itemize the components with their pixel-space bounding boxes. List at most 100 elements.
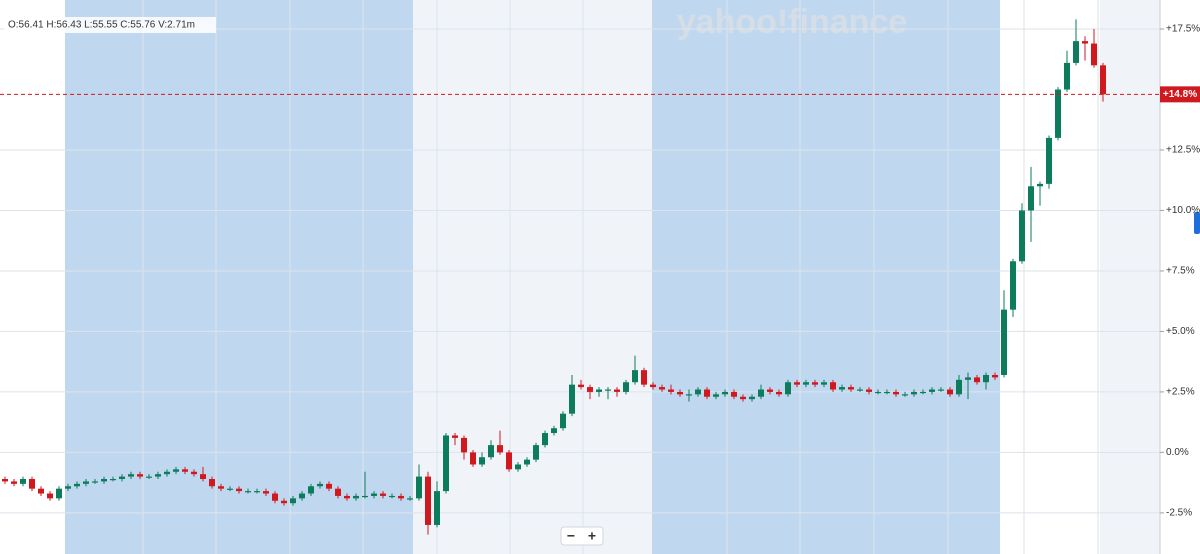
candles [2,19,1106,535]
candle-body [875,391,881,394]
candle-body [119,476,125,480]
candle-body [713,394,719,397]
candle-body [659,387,665,390]
candle-body [794,382,800,385]
y-tick-label: +7.5% [1166,266,1195,277]
candle-body [353,495,359,499]
y-tick-label: 0.0% [1166,447,1189,458]
candle-body [767,389,773,392]
candle-body [137,474,143,477]
candle-body [884,391,890,394]
candle-body [200,474,206,480]
candle-body [11,481,17,484]
session-band [65,0,413,554]
candle-body [722,391,728,395]
zoom-box [560,526,604,546]
candle-body [209,479,215,487]
candle-body [947,389,953,395]
candle-body [551,428,557,434]
candle-body [686,394,692,396]
candle-body [38,488,44,494]
candle-body [704,389,710,397]
candle-body [506,452,512,470]
candle-body [83,481,89,484]
zoom-in-button[interactable]: + [588,528,596,544]
candle-body [803,382,809,385]
session-band [1100,0,1160,554]
y-tick-label: -2.5% [1166,508,1192,519]
candle-body [227,488,233,490]
candle-body [812,382,818,385]
candle-body [1010,261,1016,310]
candle-body [272,493,278,501]
candle-body [389,495,395,498]
candle-body [857,389,863,391]
candle-body [695,389,701,395]
candle-body [749,396,755,400]
zoom-out-button[interactable]: − [567,528,575,544]
candle-body [101,479,107,482]
candle-body [47,493,53,499]
candle-body [830,382,836,390]
candle-body [677,391,683,395]
candle-body [731,391,737,397]
candle-body [929,389,935,392]
zoom-controls: − + [560,526,604,546]
candle-body [569,384,575,414]
candle-body [92,481,98,483]
candle-body [128,474,134,477]
ohlc-bg [4,17,216,33]
candle-body [263,491,269,494]
candle-body [452,435,458,438]
candle-body [1091,43,1097,66]
candle-body [839,387,845,390]
candle-body [164,471,170,475]
candle-body [902,394,908,396]
candle-body [425,476,431,525]
candle-body [1037,183,1043,187]
candle-body [1001,309,1007,375]
candle-body [317,483,323,487]
watermark: yahoo!finance [677,3,907,41]
candle-body [668,389,674,392]
candle-body [407,498,413,500]
candle-body [1100,65,1106,95]
candle-body [992,374,998,378]
candle-body [245,491,251,493]
candle-body [362,495,368,498]
candle-body [920,391,926,394]
candle-body [1046,137,1052,184]
candle-body [785,382,791,395]
candle-body [515,464,521,470]
candle-body [740,396,746,400]
side-tab[interactable] [1194,212,1200,234]
candle-body [56,488,62,499]
candle-body [155,474,161,477]
candle-body [74,483,80,487]
candle-body [299,493,305,499]
candle-body [371,493,377,496]
grid [0,28,1160,514]
y-tick-label: +12.5% [1166,145,1200,156]
candle-body [632,370,638,383]
y-tick-label: +5.0% [1166,326,1195,337]
candle-body [443,435,449,492]
candle-body [866,389,872,392]
candle-body [1055,89,1061,138]
candle-body [578,384,584,388]
candle-body [965,377,971,380]
candle-body [974,377,980,383]
vertical-grid [142,0,1099,554]
candle-body [2,479,8,482]
candle-body [236,488,242,492]
candle-body [911,391,917,395]
candle-body [650,384,656,388]
candle-body [938,389,944,391]
candle-body [983,374,989,383]
candle-body [1073,41,1079,63]
y-tick-label: +17.5% [1166,24,1200,35]
candle-body [1064,62,1070,90]
candle-body [614,389,620,392]
candle-body [20,479,26,484]
